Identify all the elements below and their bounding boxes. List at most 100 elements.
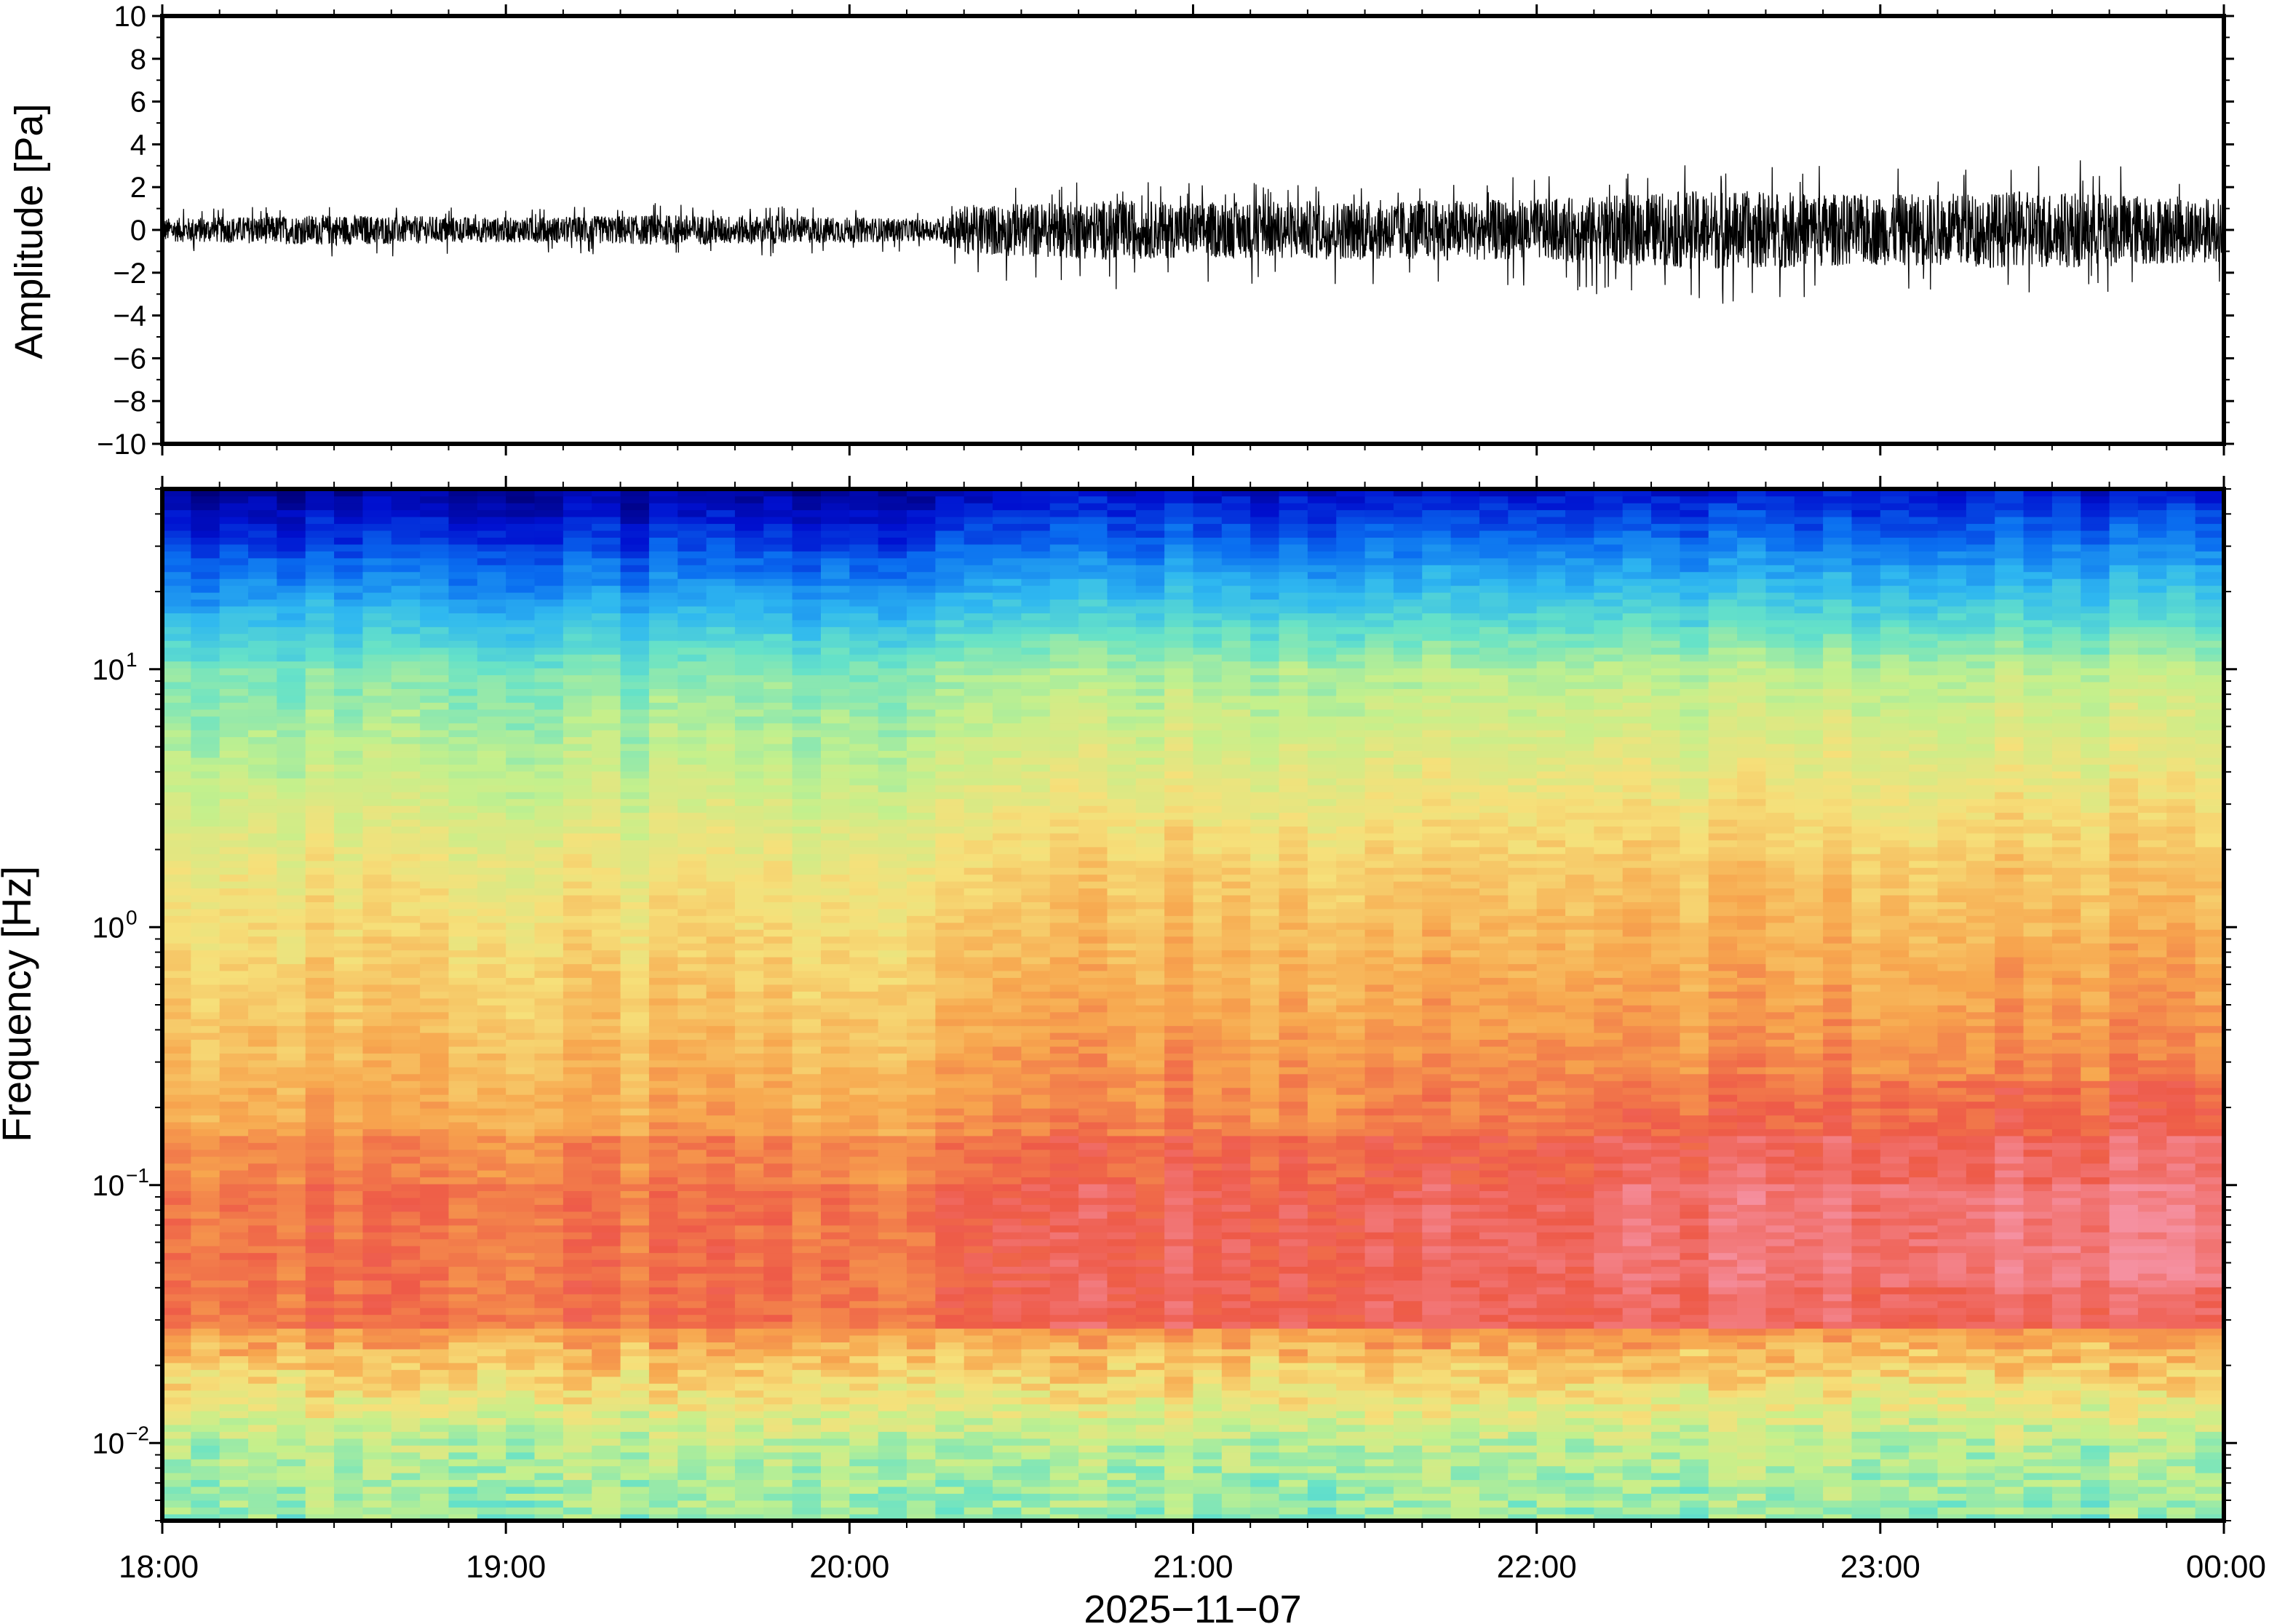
spectrogram-cell bbox=[993, 1472, 1022, 1481]
spectrogram-cell bbox=[219, 942, 249, 951]
spectrogram-cell bbox=[362, 771, 392, 779]
spectrogram-cell bbox=[305, 1342, 335, 1350]
spectrogram-cell bbox=[362, 812, 392, 820]
spectrogram-cell bbox=[420, 1025, 450, 1033]
spectrogram-cell bbox=[648, 1005, 679, 1013]
spectrogram-cell bbox=[563, 1039, 593, 1047]
spectrogram-cell bbox=[162, 661, 192, 669]
spectrogram-cell bbox=[448, 647, 478, 655]
spectrogram-cell bbox=[506, 1390, 536, 1398]
spectrogram-cell bbox=[993, 1300, 1022, 1308]
spectrogram-cell bbox=[534, 633, 564, 641]
spectrogram-cell bbox=[219, 1438, 249, 1446]
spectrogram-cell bbox=[648, 1507, 679, 1515]
spectrogram-cell bbox=[935, 1059, 965, 1067]
spectrogram-cell bbox=[162, 489, 192, 497]
spectrogram-cell bbox=[534, 867, 564, 875]
spectrogram-cell bbox=[277, 1294, 306, 1302]
spectrogram-cell bbox=[592, 936, 621, 944]
spectrogram-cell bbox=[477, 585, 506, 593]
spectrogram-cell bbox=[620, 626, 650, 634]
spectrogram-cell bbox=[763, 942, 793, 951]
spectrogram-cell bbox=[305, 1080, 335, 1088]
spectrogram-cell bbox=[391, 674, 421, 682]
spectrogram-cell bbox=[1021, 564, 1051, 573]
spectrogram-cell bbox=[420, 1507, 450, 1515]
spectrogram-cell bbox=[420, 633, 450, 641]
spectrogram-cell bbox=[191, 1362, 220, 1370]
spectrogram-cell bbox=[563, 1286, 593, 1294]
spectrogram-cell bbox=[477, 908, 506, 916]
spectrogram-cell bbox=[648, 1438, 679, 1446]
spectrogram-cell bbox=[191, 537, 220, 545]
spectrogram-cell bbox=[191, 1273, 220, 1281]
spectrogram-cell bbox=[963, 750, 993, 758]
spectrogram-cell bbox=[648, 681, 679, 689]
spectrogram-cell bbox=[620, 1018, 650, 1027]
spectrogram-cell bbox=[534, 605, 564, 613]
spectrogram-cell bbox=[677, 537, 707, 545]
spectrogram-cell bbox=[334, 1231, 364, 1240]
spectrogram-cell bbox=[420, 502, 450, 511]
spectrogram-cell bbox=[191, 1382, 220, 1391]
spectrogram-cell bbox=[448, 1211, 478, 1219]
spectrogram-cell bbox=[935, 1115, 965, 1123]
spectrogram-cell bbox=[763, 867, 793, 875]
spectrogram-cell bbox=[1021, 1472, 1051, 1481]
spectrogram-cell bbox=[248, 1177, 278, 1185]
spectrogram-cell bbox=[391, 1369, 421, 1377]
spectrogram-cell bbox=[448, 1286, 478, 1294]
spectrogram-cell bbox=[563, 653, 593, 662]
spectrogram-cell bbox=[191, 984, 220, 992]
spectrogram-cell bbox=[305, 1018, 335, 1027]
spectrogram-cell bbox=[763, 599, 793, 607]
spectrogram-cell bbox=[277, 1431, 306, 1439]
spectrogram-cell bbox=[1078, 1129, 1108, 1137]
spectrogram-cell bbox=[878, 695, 907, 703]
spectrogram-cell bbox=[334, 1321, 364, 1329]
spectrogram-cell bbox=[706, 530, 736, 538]
spectrogram-cell bbox=[592, 544, 621, 552]
spectrogram-cell bbox=[334, 1259, 364, 1267]
spectrogram-cell bbox=[191, 516, 220, 525]
spectrogram-cell bbox=[391, 1032, 421, 1040]
spectrogram-cell bbox=[334, 1163, 364, 1171]
spectrogram-cell bbox=[1049, 1362, 1079, 1370]
spectrogram-cell bbox=[706, 661, 736, 669]
spectrogram-cell bbox=[191, 922, 220, 930]
spectrogram-cell bbox=[1078, 1087, 1108, 1095]
spectrogram-cell bbox=[734, 1073, 765, 1081]
spectrogram-cell bbox=[334, 1472, 364, 1481]
spectrogram-cell bbox=[563, 640, 593, 648]
spectrogram-cell bbox=[477, 1177, 506, 1185]
spectrogram-cell bbox=[907, 832, 937, 840]
spectrogram-cell bbox=[648, 633, 679, 641]
spectrogram-cell bbox=[677, 894, 707, 902]
spectrogram-cell bbox=[935, 1218, 965, 1226]
spectrogram-cell bbox=[706, 1417, 736, 1425]
spectrogram-cell bbox=[907, 688, 937, 696]
spectrogram-cell bbox=[391, 1046, 421, 1054]
spectrogram-cell bbox=[907, 647, 937, 655]
spectrogram-cell bbox=[963, 1334, 993, 1343]
spectrogram-cell bbox=[277, 674, 306, 682]
spectrogram-cell bbox=[820, 1231, 851, 1240]
spectrogram-cell bbox=[878, 1342, 907, 1350]
spectrogram-cell bbox=[506, 695, 536, 703]
spectrogram-cell bbox=[820, 619, 851, 627]
spectrogram-cell bbox=[935, 860, 965, 868]
spectrogram-cell bbox=[563, 530, 593, 538]
spectrogram-cell bbox=[1078, 1238, 1108, 1246]
spectrogram-cell bbox=[963, 723, 993, 731]
spectrogram-cell bbox=[391, 1382, 421, 1391]
spectrogram-cell bbox=[849, 764, 879, 772]
spectrogram-cell bbox=[506, 571, 536, 579]
spectrogram-cell bbox=[849, 812, 879, 820]
spectrogram-cell bbox=[993, 1067, 1022, 1075]
spectrogram-cell bbox=[420, 1067, 450, 1075]
spectrogram-cell bbox=[448, 674, 478, 682]
spectrogram-cell bbox=[1021, 709, 1051, 717]
spectrogram-cell bbox=[677, 1163, 707, 1171]
spectrogram-cell bbox=[935, 984, 965, 992]
spectrogram-cell bbox=[620, 729, 650, 738]
